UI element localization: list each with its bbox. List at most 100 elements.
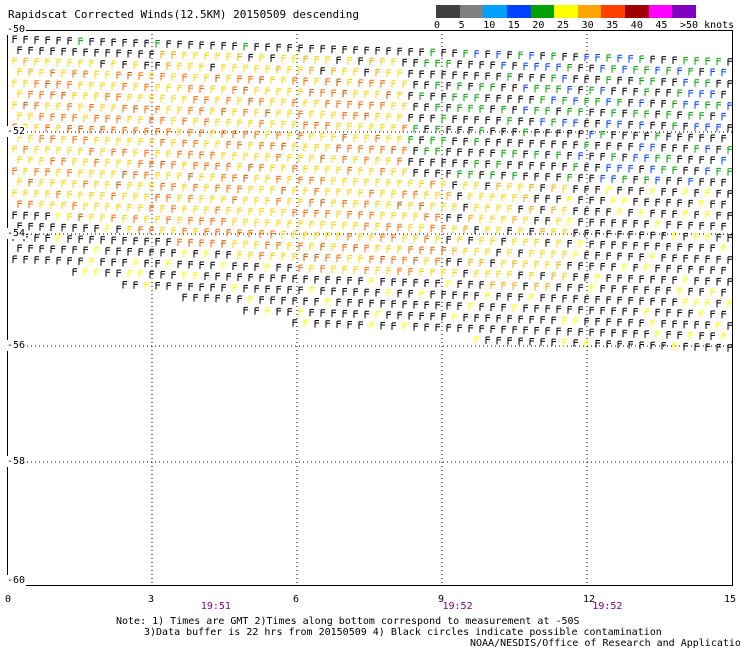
wind-barb (611, 87, 616, 95)
wind-barb (545, 129, 550, 137)
wind-barb (512, 326, 517, 334)
wind-barb (551, 118, 556, 127)
wind-barb (622, 109, 627, 118)
wind-barb (50, 113, 55, 122)
wind-barb (287, 176, 292, 184)
wind-barb (595, 164, 600, 172)
wind-barb (204, 250, 209, 258)
wind-barb (402, 102, 407, 111)
wind-barb (28, 112, 33, 121)
wind-barb (358, 299, 363, 307)
wind-barb (320, 243, 325, 251)
wind-barb (265, 285, 270, 294)
wind-barb (655, 308, 660, 317)
wind-barb (287, 286, 292, 294)
wind-barb (309, 264, 314, 273)
wind-barb (298, 132, 303, 141)
wind-barb (166, 282, 171, 290)
wind-barb (380, 168, 385, 176)
wind-barb (507, 249, 512, 257)
wind-barb (600, 153, 605, 161)
wind-barb (419, 202, 424, 210)
wind-barb (463, 181, 468, 190)
wind-barb (138, 182, 143, 190)
wind-barb (655, 286, 660, 295)
wind-barb (408, 158, 413, 166)
wind-barb (221, 108, 226, 116)
wind-barb (705, 211, 710, 220)
wind-barb (457, 302, 462, 310)
wind-barb (622, 307, 627, 316)
wind-barb (237, 75, 242, 83)
wind-barb (452, 291, 457, 299)
wind-barb (424, 213, 429, 221)
wind-barb (408, 202, 413, 210)
wind-barb (672, 320, 677, 328)
wind-barb (523, 238, 528, 247)
wind-barb (364, 222, 369, 231)
wind-barb (309, 176, 314, 185)
wind-barb (578, 130, 583, 138)
wind-barb (523, 194, 528, 203)
wind-barb (248, 295, 253, 304)
wind-barb (276, 153, 281, 162)
wind-barb (380, 278, 385, 286)
wind-barb (292, 297, 297, 305)
wind-barb (534, 128, 539, 137)
wind-barb (562, 251, 567, 259)
wind-barb (122, 193, 127, 201)
wind-barb (56, 80, 61, 89)
wind-barb (666, 177, 671, 185)
wind-barb (716, 277, 721, 286)
wind-barb (166, 172, 171, 180)
wind-barb (358, 321, 363, 329)
wind-barb (413, 125, 418, 133)
wind-barb (50, 135, 55, 144)
wind-barb (529, 271, 534, 280)
wind-barb (628, 209, 633, 217)
wind-barb (611, 219, 616, 227)
wind-barb (457, 60, 462, 68)
wind-barb (347, 299, 352, 307)
wind-barb (617, 164, 622, 173)
wind-barb (463, 49, 468, 58)
wind-barb (72, 114, 77, 122)
wind-barb (540, 338, 545, 346)
wind-barb (479, 193, 484, 201)
wind-barb (265, 87, 270, 96)
wind-barb (67, 103, 72, 111)
wind-barb (666, 309, 671, 317)
wind-barb (551, 338, 556, 347)
wind-barb (89, 81, 94, 90)
wind-barb (540, 184, 545, 192)
wind-barb (270, 208, 275, 217)
wind-barb (243, 240, 248, 249)
wind-barb (61, 91, 66, 100)
note-line-1: Note: 1) Times are GMT 2)Times along bot… (116, 616, 580, 627)
wind-barb (699, 288, 704, 296)
wind-barb (716, 145, 721, 154)
wind-barb (331, 287, 336, 296)
wind-barb (17, 46, 22, 54)
wind-barb (705, 277, 710, 286)
wind-barb (606, 340, 611, 348)
wind-barb (320, 309, 325, 317)
wind-barb (710, 332, 715, 341)
wind-barb (622, 65, 627, 74)
wind-barb (622, 219, 627, 228)
wind-barb (496, 138, 501, 147)
wind-barb (160, 205, 165, 213)
wind-barb (78, 191, 83, 200)
wind-barb (17, 200, 22, 208)
wind-barb (496, 116, 501, 125)
wind-barb (380, 234, 385, 242)
wind-barb (457, 126, 462, 134)
wind-barb (12, 189, 17, 197)
wind-barb (61, 157, 66, 166)
wind-barb (133, 215, 138, 223)
wind-barb (23, 145, 28, 154)
wind-barb (617, 186, 622, 195)
wind-barb (611, 131, 616, 139)
wind-barb (419, 158, 424, 166)
wind-barb (694, 123, 699, 131)
